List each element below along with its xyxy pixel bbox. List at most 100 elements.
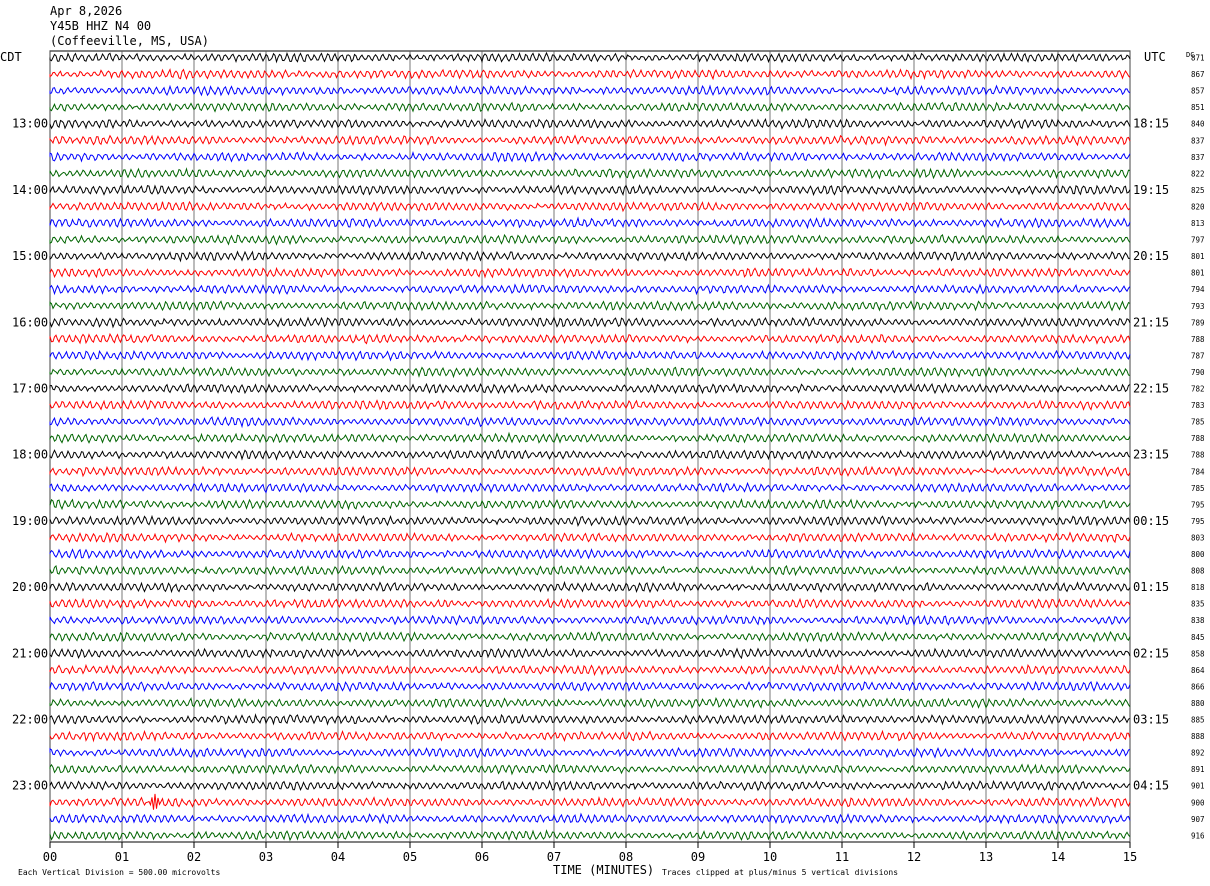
- dc-offset-label: 857: [1191, 87, 1205, 96]
- trace-row: [49, 233, 1131, 246]
- dc-offset-label: 795: [1191, 500, 1205, 509]
- trace-row: [49, 597, 1131, 610]
- dc-offset-label: 813: [1191, 219, 1205, 228]
- x-tick-label: 15: [1123, 850, 1137, 864]
- trace-row: [49, 283, 1131, 296]
- trace-row: [49, 647, 1131, 660]
- x-tick-label: 01: [115, 850, 129, 864]
- x-tick-label: 12: [907, 850, 921, 864]
- utc-hour-label: 18:15: [1133, 117, 1169, 131]
- dc-offset-label: 789: [1191, 318, 1205, 327]
- dc-offset-label: 787: [1191, 351, 1205, 360]
- traces: [49, 51, 1131, 842]
- x-tick-label: 05: [403, 850, 417, 864]
- trace-row: [49, 382, 1131, 395]
- dc-offset-label: 803: [1191, 533, 1205, 542]
- dc-offset-label: 784: [1191, 467, 1205, 476]
- trace-row: [49, 746, 1131, 759]
- trace-row: [49, 729, 1131, 743]
- dc-offset-label: 907: [1191, 815, 1205, 824]
- trace-row: [49, 134, 1131, 147]
- dc-offset-label: 788: [1191, 451, 1205, 460]
- x-tick-label: 00: [43, 850, 57, 864]
- location-label: (Coffeeville, MS, USA): [50, 34, 209, 48]
- dc-offset-label: 838: [1191, 616, 1205, 625]
- dc-offset-label: 782: [1191, 385, 1205, 394]
- dc-offset-label: 840: [1191, 120, 1205, 129]
- dc-offset-label: 794: [1191, 285, 1205, 294]
- cdt-hour-label: 21:00: [12, 646, 48, 660]
- x-tick-label: 14: [1051, 850, 1065, 864]
- trace-row: [49, 465, 1131, 478]
- labels: 00 01 02 03 04 05 06 07 08 09 10 11 12 13 14 15 871 867 85…: [12, 54, 1205, 865]
- dc-offset-label: 818: [1191, 583, 1205, 592]
- clip-note: Traces clipped at plus/minus 5 vertical …: [662, 868, 898, 877]
- utc-hour-label: 01:15: [1133, 580, 1169, 594]
- cdt-hour-label: 15:00: [12, 249, 48, 263]
- trace-row: [49, 680, 1131, 693]
- x-tick-label: 07: [547, 850, 561, 864]
- dc-offset-label: 800: [1191, 550, 1205, 559]
- dc-offset-label: 801: [1191, 252, 1205, 261]
- trace-row: [49, 696, 1131, 709]
- trace-row: [49, 763, 1131, 776]
- grid: [49, 50, 1131, 848]
- dc-offset-label: 801: [1191, 269, 1205, 278]
- trace-row: [49, 431, 1131, 444]
- x-tick-label: 08: [619, 850, 633, 864]
- utc-axis-label: UTC: [1144, 50, 1166, 64]
- dc-offset-label: 866: [1191, 682, 1205, 691]
- trace-row: [49, 366, 1131, 379]
- utc-hour-label: 19:15: [1133, 183, 1169, 197]
- scale-note: Each Vertical Division = 500.00 microvol…: [18, 868, 220, 877]
- dc-label: DC: [1186, 51, 1194, 59]
- trace-row: [49, 216, 1131, 230]
- trace-row: [49, 564, 1131, 577]
- dc-offset-label: 783: [1191, 401, 1205, 410]
- cdt-hour-label: 23:00: [12, 779, 48, 793]
- trace-row: [49, 300, 1131, 312]
- station-label: Y45B HHZ N4 00: [50, 19, 152, 33]
- dc-offset-label: 885: [1191, 716, 1205, 725]
- x-axis-label: TIME (MINUTES): [553, 863, 654, 877]
- cdt-hour-label: 19:00: [12, 514, 48, 528]
- trace-row: [49, 514, 1131, 527]
- x-tick-label: 09: [691, 850, 705, 864]
- dc-offset-label: 888: [1191, 732, 1205, 741]
- x-tick-label: 10: [763, 850, 777, 864]
- trace-row: [49, 167, 1131, 180]
- trace-row: [49, 51, 1131, 64]
- utc-hour-label: 00:15: [1133, 514, 1169, 528]
- cdt-hour-label: 22:00: [12, 713, 48, 727]
- dc-offset-label: 785: [1191, 418, 1205, 427]
- trace-row: [49, 332, 1131, 345]
- trace-row: [49, 481, 1131, 494]
- trace-row: [49, 531, 1131, 544]
- trace-row: [49, 68, 1131, 81]
- plot-frame: [49, 50, 1131, 843]
- trace-row: [49, 349, 1131, 362]
- x-tick-label: 04: [331, 850, 345, 864]
- trace-row: [49, 184, 1131, 197]
- cdt-hour-label: 17:00: [12, 382, 48, 396]
- dc-offset-label: 867: [1191, 70, 1205, 79]
- trace-row: [49, 614, 1131, 627]
- dc-offset-label: 845: [1191, 633, 1205, 642]
- trace-row: [49, 713, 1131, 726]
- trace-row: [49, 266, 1131, 279]
- utc-hour-label: 03:15: [1133, 713, 1169, 727]
- utc-hour-label: 20:15: [1133, 249, 1169, 263]
- utc-hour-label: 04:15: [1133, 779, 1169, 793]
- dc-offset-label: 795: [1191, 517, 1205, 526]
- trace-row: [49, 630, 1131, 643]
- dc-offset-label: 790: [1191, 368, 1205, 377]
- trace-row: [49, 663, 1131, 677]
- dc-offset-label: 793: [1191, 302, 1205, 311]
- trace-row: [49, 548, 1131, 560]
- dc-offset-label: 901: [1191, 782, 1205, 791]
- utc-hour-label: 02:15: [1133, 646, 1169, 660]
- cdt-hour-label: 13:00: [12, 117, 48, 131]
- trace-row: [49, 498, 1131, 511]
- dc-offset-label: 797: [1191, 236, 1205, 245]
